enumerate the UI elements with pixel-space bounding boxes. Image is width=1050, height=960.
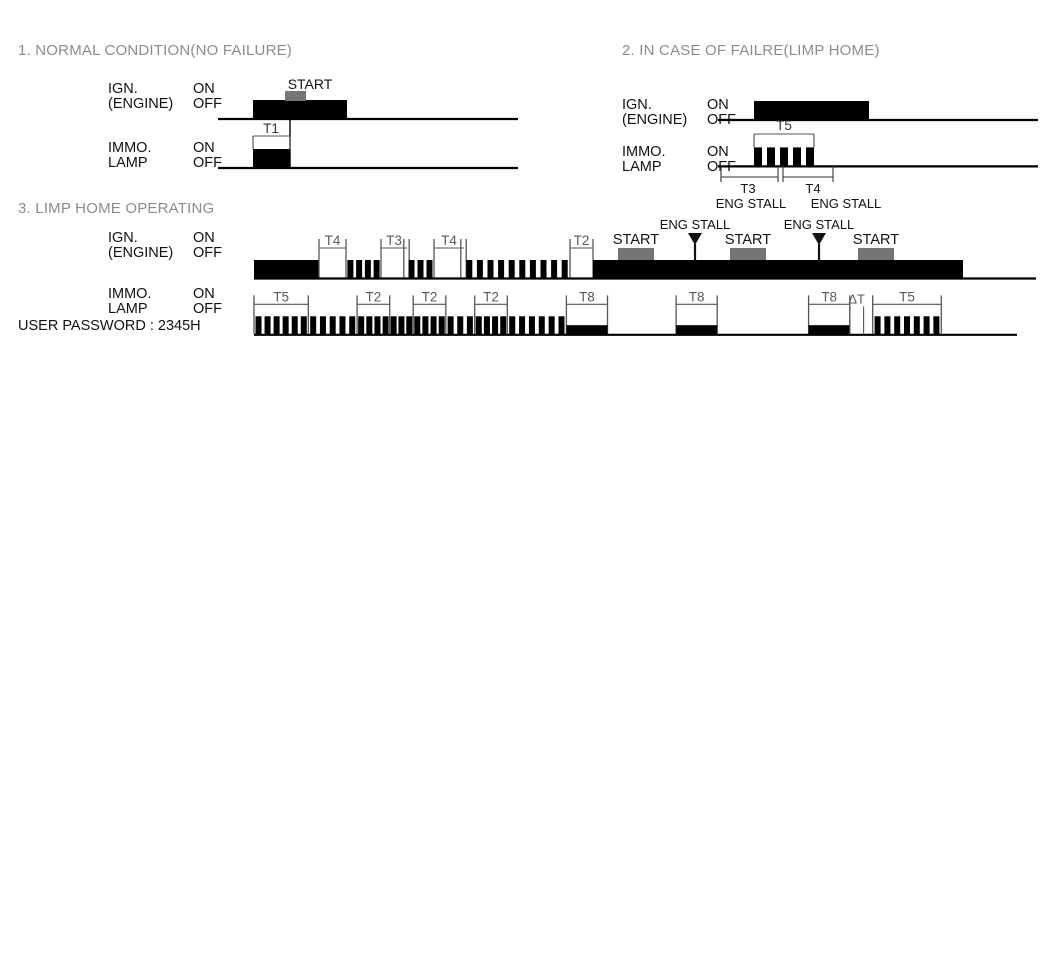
svg-text:ΔT: ΔT [848,291,865,306]
svg-text:START: START [288,76,333,92]
svg-text:ENG STALL: ENG STALL [716,196,787,211]
svg-text:T4: T4 [325,233,341,248]
svg-text:T8: T8 [579,289,595,304]
svg-text:T5: T5 [899,289,915,304]
svg-text:T2: T2 [483,289,499,304]
svg-text:START: START [613,232,659,248]
svg-text:START: START [853,232,899,248]
svg-text:T2: T2 [574,233,590,248]
svg-text:T5: T5 [776,118,792,133]
svg-text:T3: T3 [740,181,755,196]
svg-text:ENG STALL: ENG STALL [784,217,855,232]
svg-text:T3: T3 [386,233,402,248]
svg-text:ENG STALL: ENG STALL [811,196,882,211]
svg-text:T4: T4 [805,181,820,196]
svg-text:T8: T8 [689,289,705,304]
svg-text:T2: T2 [422,289,438,304]
svg-text:T1: T1 [263,121,279,136]
svg-text:T5: T5 [273,289,289,304]
svg-text:ENG STALL: ENG STALL [660,217,731,232]
svg-text:T4: T4 [441,233,457,248]
svg-text:T2: T2 [366,289,382,304]
svg-text:START: START [725,232,771,248]
svg-text:T8: T8 [821,289,837,304]
